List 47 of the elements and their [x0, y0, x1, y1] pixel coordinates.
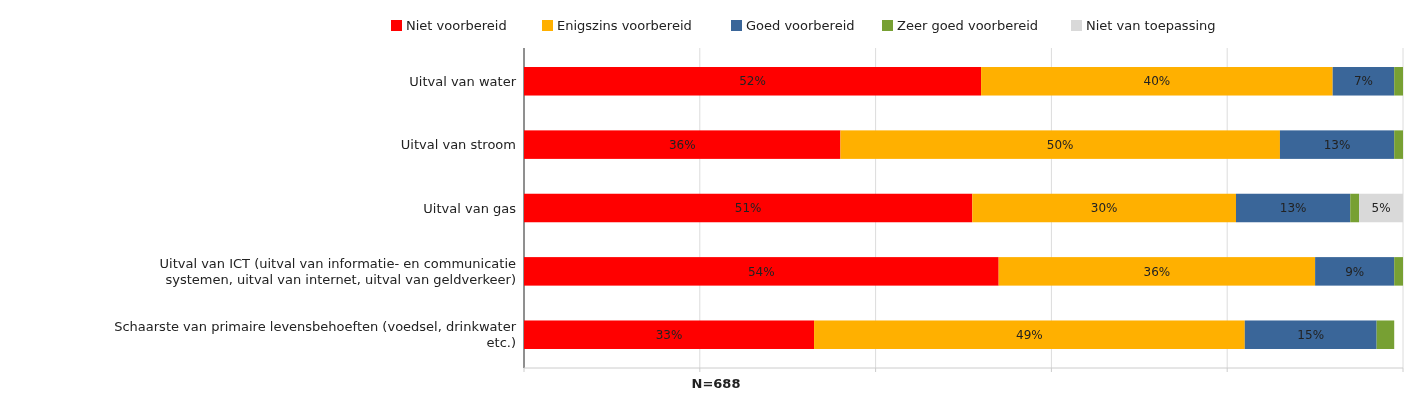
bar: [524, 130, 841, 159]
data-label: 40%: [1143, 74, 1171, 89]
bar: [524, 257, 999, 286]
bar: [972, 193, 1236, 223]
data-label: 7%: [1353, 74, 1373, 89]
data-label: 51%: [734, 201, 762, 216]
bar: [1235, 193, 1351, 223]
y-tick-label: Uitval van stroom: [400, 137, 516, 153]
data-label: 15%: [1297, 327, 1325, 342]
data-label: 9%: [1345, 264, 1365, 279]
data-label: 49%: [1016, 327, 1043, 342]
bar: [814, 320, 1245, 349]
bar: [524, 320, 815, 349]
legend-label: Niet voorbereid: [406, 18, 507, 33]
data-label: 36%: [1143, 264, 1171, 279]
bar: [1244, 320, 1377, 349]
data-label: 36%: [668, 137, 696, 152]
y-tick-label: Schaarste van primaire levensbehoeften (voedsel, drinkwater etc.): [114, 319, 517, 351]
legend-label: Zeer goed voorbereid: [897, 18, 1039, 33]
data-label: 5%: [1371, 201, 1391, 216]
bar: [1394, 67, 1403, 96]
y-tick-label: Uitval van ICT (uitval van informatie- en communicatie systemen, uitval van internet, uitval van geldverkeer): [159, 255, 516, 287]
text: N=688: [691, 376, 741, 391]
bar: [840, 130, 1280, 159]
bar: [524, 193, 973, 223]
legend-label: Niet van toepassing: [1086, 18, 1216, 33]
data-label: 30%: [1090, 201, 1118, 216]
legend-label: Enigszins voorbereid: [557, 18, 692, 33]
bar: [1394, 257, 1403, 286]
bar: [1376, 320, 1395, 349]
bar: [981, 67, 1333, 96]
data-label: 13%: [1323, 137, 1351, 152]
bar: [1315, 257, 1395, 286]
data-label: 33%: [655, 327, 683, 342]
bar: [524, 67, 982, 96]
legend-label: Goed voorbereid: [746, 18, 855, 33]
bar: [1332, 67, 1395, 96]
bar: [1394, 130, 1403, 159]
bar: [1350, 193, 1360, 223]
bar: [998, 257, 1316, 286]
y-tick-label: Uitval van gas: [423, 200, 517, 216]
bar: [1279, 130, 1395, 159]
data-label: 54%: [747, 264, 775, 279]
data-label: 13%: [1279, 201, 1307, 216]
data-label: 50%: [1046, 137, 1074, 152]
y-tick-label: Uitval van water: [409, 73, 517, 89]
data-label: 52%: [739, 74, 766, 89]
